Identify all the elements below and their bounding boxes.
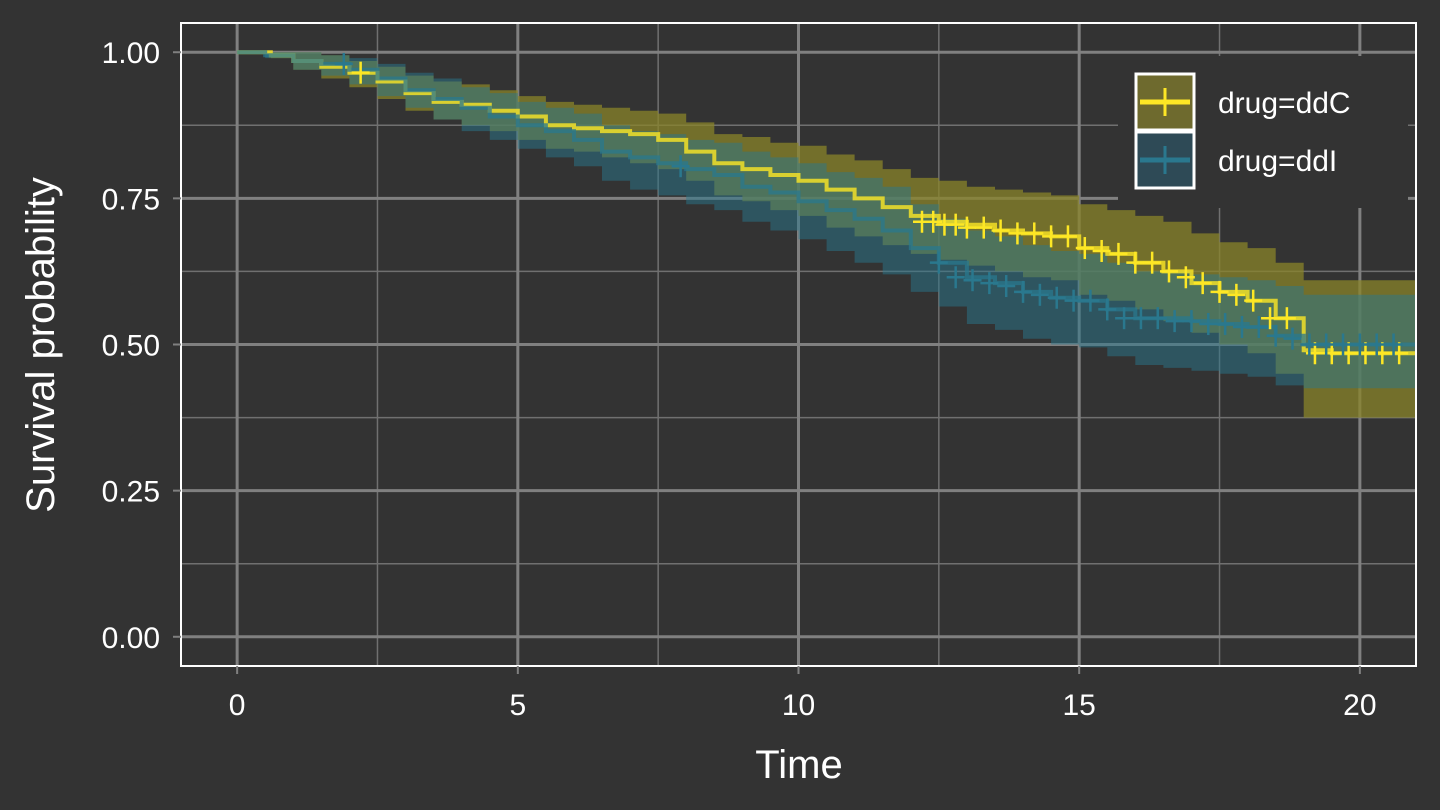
censor-mark-ddi bbox=[1131, 307, 1150, 330]
censor-mark-ddi bbox=[980, 272, 999, 295]
censor-mark-ddi bbox=[1030, 283, 1049, 306]
censor-mark-ddc bbox=[1277, 307, 1296, 330]
censor-mark-ddc bbox=[974, 216, 993, 239]
censor-mark-ddi bbox=[1148, 307, 1167, 330]
censor-mark-ddc bbox=[1025, 222, 1044, 245]
confidence-band-ddi bbox=[237, 52, 1417, 389]
censor-mark-ddi bbox=[1014, 280, 1033, 303]
censor-mark-ddc bbox=[1058, 225, 1077, 248]
y-axis-title: Survival probability bbox=[19, 177, 63, 513]
confidence-band-ddc bbox=[237, 52, 1417, 418]
censor-mark-ddc bbox=[1075, 237, 1094, 260]
censor-mark-ddc bbox=[1126, 251, 1145, 274]
censor-mark-ddc bbox=[1227, 283, 1246, 306]
censor-mark-ddc bbox=[351, 61, 370, 84]
censor-mark-ddc bbox=[1244, 289, 1263, 312]
censor-marks bbox=[334, 52, 1409, 365]
censor-mark-ddi bbox=[929, 251, 948, 274]
censor-mark-ddi bbox=[997, 275, 1016, 298]
censor-mark-ddi bbox=[1283, 327, 1302, 350]
y-tick-label: 0.50 bbox=[102, 330, 160, 363]
censor-mark-ddi bbox=[1216, 313, 1235, 336]
censor-mark-ddi bbox=[1334, 333, 1353, 356]
censor-mark-ddi bbox=[963, 269, 982, 292]
censor-mark-ddc bbox=[957, 216, 976, 239]
censor-mark-ddi bbox=[1199, 313, 1218, 336]
censor-mark-ddc bbox=[991, 219, 1010, 242]
censor-mark-ddi bbox=[1115, 307, 1134, 330]
major-grid bbox=[181, 23, 1416, 666]
x-axis: 0 5 10 15 20 bbox=[229, 666, 1377, 722]
censor-mark-ddi bbox=[1047, 286, 1066, 309]
x-axis-title: Time bbox=[755, 743, 842, 787]
x-tick-label: 10 bbox=[782, 689, 815, 722]
y-tick-label: 1.00 bbox=[102, 37, 160, 70]
censor-mark-ddi bbox=[1165, 310, 1184, 333]
censor-mark-ddi bbox=[1300, 333, 1319, 356]
censor-mark-ddi bbox=[1232, 315, 1251, 338]
censor-mark-ddi bbox=[1350, 333, 1369, 356]
censor-mark-ddc bbox=[924, 210, 943, 233]
censor-mark-ddi bbox=[1249, 315, 1268, 338]
censor-mark-ddc bbox=[1193, 272, 1212, 295]
censor-mark-ddc bbox=[1261, 307, 1280, 330]
censor-mark-ddc bbox=[1042, 225, 1061, 248]
censor-mark-ddi bbox=[1081, 289, 1100, 312]
confidence-bands bbox=[237, 52, 1417, 418]
censor-mark-ddi bbox=[1098, 298, 1117, 321]
censor-mark-ddi bbox=[1266, 324, 1285, 347]
censor-mark-ddc bbox=[1008, 222, 1027, 245]
censor-mark-ddi bbox=[671, 155, 690, 178]
x-tick-label: 0 bbox=[229, 689, 246, 722]
censor-mark-ddi bbox=[1182, 310, 1201, 333]
legend-label-ddc: drug=ddC bbox=[1218, 87, 1351, 120]
legend: drug=ddC drug=ddI bbox=[1118, 56, 1408, 208]
censor-mark-ddc bbox=[1176, 266, 1195, 289]
censor-mark-ddc bbox=[1109, 242, 1128, 265]
censor-mark-ddi bbox=[1367, 333, 1386, 356]
censor-mark-ddi bbox=[334, 52, 353, 75]
censor-mark-ddi bbox=[1384, 333, 1403, 356]
censor-mark-ddi bbox=[1064, 289, 1083, 312]
x-tick-label: 15 bbox=[1062, 689, 1095, 722]
censor-mark-ddc bbox=[1210, 280, 1229, 303]
censor-mark-ddc bbox=[946, 213, 965, 236]
censor-mark-ddc bbox=[1092, 239, 1111, 262]
legend-label-ddi: drug=ddI bbox=[1218, 145, 1337, 178]
y-tick-label: 0.00 bbox=[102, 622, 160, 655]
censor-mark-ddc bbox=[1160, 260, 1178, 283]
x-tick-label: 5 bbox=[509, 689, 526, 722]
censor-mark-ddi bbox=[946, 266, 965, 289]
censor-mark-ddi bbox=[1317, 333, 1336, 356]
y-axis: 0.00 0.25 0.50 0.75 1.00 bbox=[102, 37, 181, 655]
y-tick-label: 0.25 bbox=[102, 476, 160, 509]
censor-mark-ddc bbox=[1143, 251, 1162, 274]
x-tick-label: 20 bbox=[1343, 689, 1376, 722]
y-tick-label: 0.75 bbox=[102, 183, 160, 216]
